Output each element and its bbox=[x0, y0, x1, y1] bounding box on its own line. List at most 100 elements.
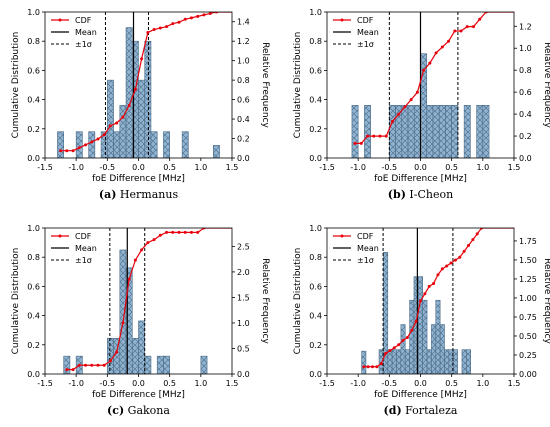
y-right-tick-label: 0.4 bbox=[237, 115, 250, 124]
histogram-bar bbox=[387, 349, 393, 374]
histogram-bar bbox=[413, 105, 421, 158]
y-left-tick-label: 0.4 bbox=[27, 96, 40, 105]
x-tick-label: 1.0 bbox=[194, 379, 207, 388]
y-right-tick-label: 1.0 bbox=[519, 44, 532, 53]
cdf-point bbox=[372, 134, 376, 138]
cdf-point bbox=[390, 120, 394, 123]
histogram-bar bbox=[451, 105, 459, 158]
cdf-point bbox=[440, 45, 444, 49]
cdf-point bbox=[475, 232, 479, 236]
histogram-bar bbox=[213, 145, 220, 158]
x-tick-label: 1.5 bbox=[226, 163, 239, 172]
y-right-tick-label: 1.25 bbox=[519, 275, 537, 284]
histogram-bar bbox=[364, 105, 371, 158]
panel-caption-text: I-Cheon bbox=[406, 188, 453, 201]
panel-caption-label: (c) bbox=[107, 404, 124, 417]
y-left-tick-label: 1.0 bbox=[309, 224, 322, 233]
y-left-tick-label: 0.4 bbox=[309, 312, 322, 321]
cdf-point bbox=[471, 238, 475, 242]
legend-sigma-label: ±1σ bbox=[357, 40, 374, 49]
cdf-point bbox=[414, 319, 418, 323]
cdf-point bbox=[127, 277, 131, 281]
legend-mean-label: Mean bbox=[357, 244, 379, 253]
histogram-bar bbox=[138, 79, 146, 158]
panel-caption-label: (a) bbox=[99, 188, 117, 201]
cdf-point bbox=[177, 230, 181, 234]
cdf-point bbox=[96, 363, 100, 367]
cdf-point bbox=[152, 238, 156, 242]
histogram-bar bbox=[438, 105, 446, 158]
y-left-tick-label: 0.6 bbox=[27, 66, 40, 75]
y-right-tick-label: 0.0 bbox=[237, 370, 250, 379]
histogram-bar bbox=[125, 27, 133, 158]
y-left-tick-label: 0.8 bbox=[309, 253, 322, 262]
y-left-tick-label: 1.0 bbox=[27, 224, 40, 233]
cdf-point bbox=[140, 248, 144, 252]
cdf-point bbox=[466, 244, 470, 248]
cdf-point bbox=[165, 25, 169, 29]
y-right-tick-label: 1.75 bbox=[519, 237, 537, 246]
x-tick-label: -1.0 bbox=[68, 379, 84, 388]
y-left-axis-label: Cumulative Distribution bbox=[11, 32, 21, 139]
histogram-bar bbox=[163, 131, 170, 158]
y-right-tick-label: 0.0 bbox=[237, 154, 250, 163]
cdf-point bbox=[465, 25, 469, 29]
cdf-point bbox=[158, 26, 162, 30]
y-left-axis-label: Cumulative Distribution bbox=[293, 32, 303, 139]
y-left-tick-label: 0.0 bbox=[309, 370, 322, 379]
x-axis-label: foE Difference [MHz] bbox=[92, 174, 185, 184]
histogram-bar bbox=[361, 350, 367, 374]
plot-area bbox=[351, 12, 514, 158]
histogram-bar bbox=[439, 324, 445, 374]
cdf-point bbox=[478, 17, 482, 21]
x-tick-label: 1.5 bbox=[226, 379, 239, 388]
panel-b: -1.5 -1.0 -0.5 0.0 0.5 1.0 1.50.00.20.40.60.81… bbox=[293, 8, 550, 201]
panel-c: -1.5 -1.0 -0.5 0.0 0.5 1.0 1.50.00.20.40.60.81… bbox=[11, 224, 270, 417]
x-tick-label: -1.5 bbox=[319, 379, 335, 388]
cdf-point bbox=[440, 267, 444, 271]
histogram-bar bbox=[200, 355, 208, 374]
histogram-bar bbox=[426, 105, 434, 158]
histogram-bar bbox=[400, 324, 406, 374]
cdf-point bbox=[378, 134, 382, 138]
x-tick-label: 0.5 bbox=[445, 379, 458, 388]
y-right-tick-label: 1.00 bbox=[519, 294, 537, 303]
histogram-bar bbox=[466, 349, 471, 374]
cdf-point bbox=[371, 365, 375, 369]
histogram-bar bbox=[138, 320, 146, 374]
x-tick-label: 0.5 bbox=[445, 163, 458, 172]
cdf-point bbox=[471, 25, 475, 29]
cdf-point bbox=[59, 149, 63, 153]
legend-cdf-marker bbox=[58, 234, 62, 238]
histogram-bar bbox=[150, 131, 158, 158]
cdf-point bbox=[96, 137, 100, 141]
histogram-bar bbox=[119, 249, 127, 374]
cdf-point bbox=[384, 352, 388, 356]
histogram-bar bbox=[404, 349, 410, 374]
legend-sigma-label: ±1σ bbox=[357, 256, 374, 265]
x-tick-label: 1.0 bbox=[476, 163, 489, 172]
x-tick-label: 0.0 bbox=[132, 163, 145, 172]
x-tick-label: -1.0 bbox=[68, 163, 84, 172]
panel-caption-label: (b) bbox=[388, 188, 406, 201]
y-left-tick-label: 1.0 bbox=[27, 8, 40, 17]
y-right-tick-label: 0.25 bbox=[519, 351, 537, 360]
cdf-point bbox=[415, 90, 419, 94]
y-left-tick-label: 0.6 bbox=[309, 282, 322, 291]
x-tick-label: 1.5 bbox=[508, 163, 521, 172]
y-right-tick-label: 0.50 bbox=[519, 332, 537, 341]
cdf-point bbox=[449, 261, 453, 265]
cdf-point bbox=[158, 233, 162, 237]
panel-caption: (d) Fortaleza bbox=[384, 404, 458, 417]
y-right-axis-label: Relative Frequency bbox=[260, 42, 270, 128]
cdf-point bbox=[189, 230, 193, 234]
cdf-point bbox=[353, 141, 357, 145]
cdf-point bbox=[71, 368, 75, 372]
y-right-axis-label: Relative Frequency bbox=[542, 42, 550, 128]
legend-cdf-marker bbox=[58, 18, 62, 22]
cdf-point bbox=[108, 359, 112, 363]
y-right-tick-label: 1.50 bbox=[519, 256, 537, 265]
y-right-tick-label: 2.0 bbox=[237, 268, 250, 277]
cdf-point bbox=[152, 28, 156, 32]
